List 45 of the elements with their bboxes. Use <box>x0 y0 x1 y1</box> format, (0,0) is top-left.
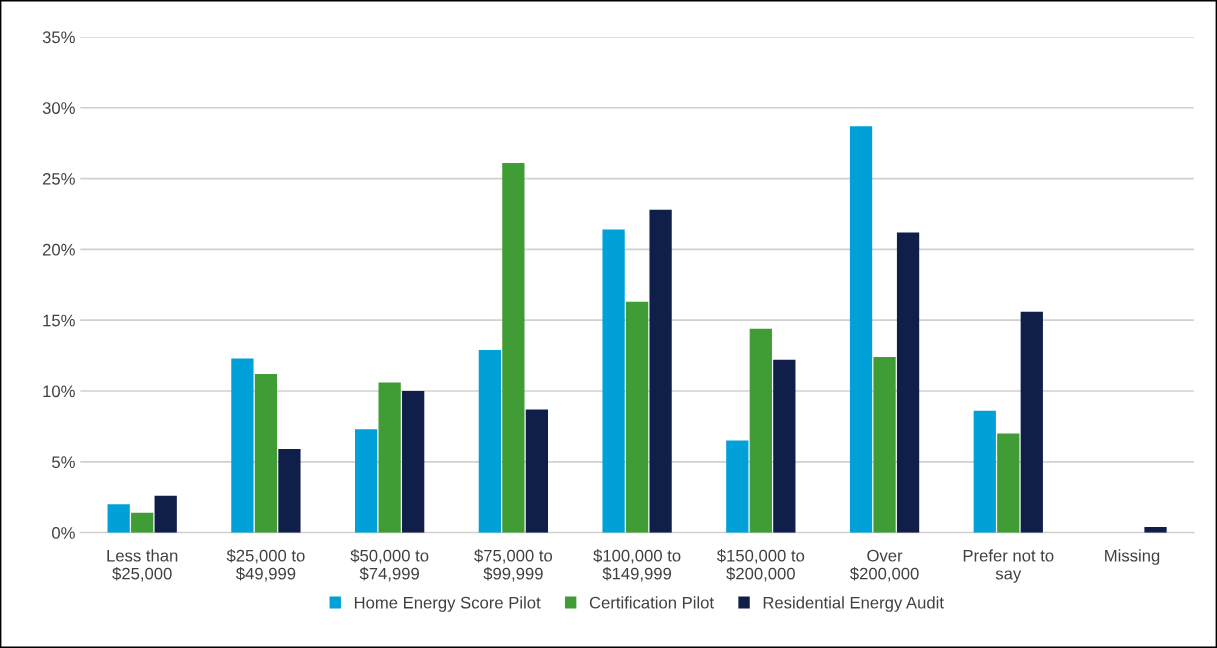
x-tick-label: $100,000 to $149,999 <box>593 549 681 582</box>
bar <box>896 232 920 533</box>
bar <box>525 409 549 533</box>
bar <box>478 349 501 533</box>
bar <box>649 209 672 533</box>
bar <box>602 229 625 533</box>
x-tick-label: $50,000 to $74,999 <box>350 549 429 582</box>
x-tick-label: Prefer not to say <box>963 549 1054 583</box>
x-tick-label: Over $200,000 <box>849 549 919 582</box>
y-tick-label: 20% <box>42 243 75 256</box>
y-tick-label: 30% <box>42 102 75 114</box>
bar <box>973 410 996 533</box>
y-tick-label: 15% <box>43 314 75 327</box>
bar <box>749 328 772 533</box>
bar <box>355 429 378 533</box>
x-tick-label: Missing <box>1105 549 1160 565</box>
bar <box>773 359 796 533</box>
bar <box>502 162 525 533</box>
bar <box>154 495 177 533</box>
x-tick-label: $75,000 to $99,999 <box>474 549 553 582</box>
y-tick-label: 10% <box>43 385 75 398</box>
bar <box>378 382 401 533</box>
x-tick-label: $150,000 to $200,000 <box>716 549 805 582</box>
bar <box>254 374 278 533</box>
legend-label: Residential Energy Audit <box>763 596 944 612</box>
bar <box>1144 526 1167 533</box>
bar <box>402 391 425 533</box>
legend-label: Certification Pilot <box>589 596 714 609</box>
y-tick-label: 25% <box>42 172 75 185</box>
y-tick-label: 35% <box>42 31 75 44</box>
bar <box>131 512 154 533</box>
y-tick-label: 5% <box>52 456 75 469</box>
y-tick-label: 0% <box>52 527 75 539</box>
bar <box>107 504 130 533</box>
x-tick-label: Less than $25,000 <box>107 549 178 582</box>
bar <box>997 433 1020 533</box>
bar <box>231 358 254 533</box>
bar <box>1020 311 1043 533</box>
x-tick-label: $25,000 to $49,999 <box>226 549 305 582</box>
bar <box>278 449 301 533</box>
bar <box>849 126 873 533</box>
bar <box>726 440 749 533</box>
bar <box>873 357 896 533</box>
legend-label: Home Energy Score Pilot <box>354 596 541 612</box>
bar <box>625 301 649 533</box>
